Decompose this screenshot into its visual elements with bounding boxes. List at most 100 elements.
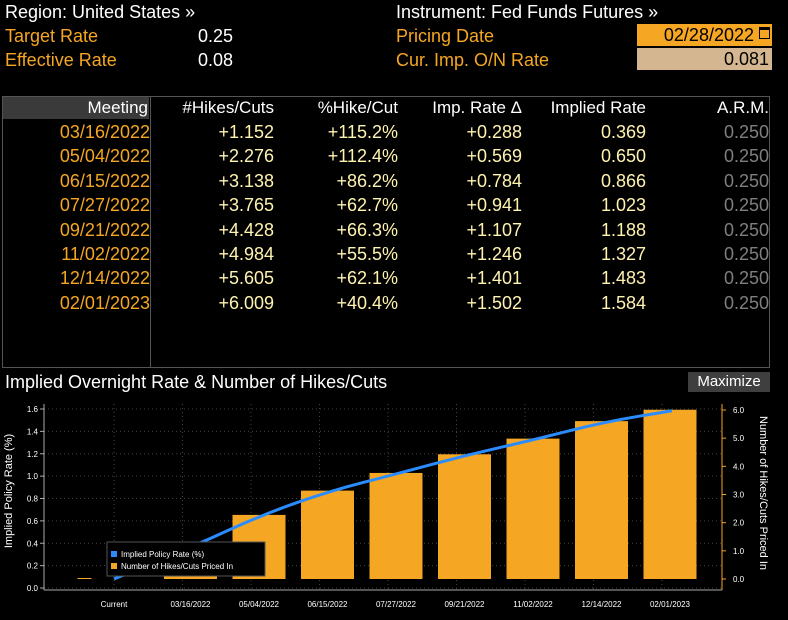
col-header-pct-hike[interactable]: %Hike/Cut (317, 98, 398, 117)
cell-implied-rate: 0.650 (600, 146, 646, 167)
cell-imp-rate-delta: +0.288 (466, 122, 522, 142)
y2-axis-label: Number of Hikes/Cuts Priced In (757, 416, 769, 570)
cell-hikes: +3.138 (218, 170, 274, 191)
x-tick-label: 11/02/2022 (513, 600, 553, 609)
chart-legend: Implied Policy Rate (%) Number of Hikes/… (106, 541, 266, 577)
cell-implied-rate: 1.584 (600, 292, 646, 313)
y-tick-label: 0.0 (27, 584, 39, 593)
pricing-date-value: 02/28/2022 (663, 25, 754, 45)
cell-meeting: 03/16/2022 (59, 122, 150, 142)
col-header-implied-rate[interactable]: Implied Rate (550, 98, 646, 117)
chart-area: 0.0 0.2 0.4 0.6 0.8 1.0 1.2 1.4 1.6 0.0 1.0 2.0 3.0… (3, 404, 769, 609)
x-tick-label: 05/04/2022 (239, 600, 280, 609)
cell-hikes: +4.428 (218, 219, 274, 240)
y2-tick-label: 3.0 (733, 491, 745, 500)
legend-line-label: Implied Policy Rate (%) (121, 550, 204, 559)
cell-hikes: +6.009 (218, 292, 274, 313)
cell-hikes: +2.276 (218, 146, 274, 167)
x-tick-label: 06/15/2022 (307, 600, 348, 609)
effective-rate-value: 0.08 (198, 50, 234, 70)
cell-imp-rate-delta: +1.107 (466, 219, 522, 240)
cell-meeting: 07/27/2022 (59, 195, 150, 216)
y-tick-label: 0.8 (27, 495, 39, 504)
cell-implied-rate: 0.369 (600, 122, 646, 142)
rates-table (2, 96, 770, 368)
legend-bar-swatch (111, 563, 117, 569)
cell-arm: 0.250 (723, 122, 769, 142)
cell-hikes: +4.984 (218, 244, 274, 264)
bar-mark[interactable] (575, 421, 628, 579)
table-divider (150, 96, 151, 368)
cell-implied-rate: 1.023 (600, 195, 646, 216)
cell-arm: 0.250 (723, 292, 769, 313)
chart-title: Implied Overnight Rate & Number of Hikes… (5, 372, 388, 392)
cell-arm: 0.250 (723, 170, 769, 191)
cell-pct-hike: +86.2% (336, 170, 398, 191)
pricing-date-label: Pricing Date (396, 26, 495, 46)
cell-meeting: 09/21/2022 (59, 219, 150, 240)
x-tick-label: 07/27/2022 (376, 600, 417, 609)
col-header-arm[interactable]: A.R.M. (717, 98, 769, 117)
bar-mark[interactable] (643, 409, 697, 579)
y-tick-label: 1.6 (27, 405, 39, 414)
cell-pct-hike: +112.4% (327, 146, 398, 167)
y-tick-label: 0.6 (27, 517, 39, 526)
calendar-icon[interactable] (759, 27, 770, 39)
y-tick-label: 1.4 (27, 427, 39, 436)
cell-meeting: 02/01/2023 (59, 292, 150, 313)
pricing-date-input[interactable]: 02/28/2022 (637, 24, 772, 46)
col-header-hikes[interactable]: #Hikes/Cuts (182, 98, 274, 117)
cell-imp-rate-delta: +0.569 (466, 146, 522, 167)
target-rate-label: Target Rate (5, 26, 99, 46)
cell-hikes: +1.152 (218, 122, 274, 142)
col-header-imp-rate-delta[interactable]: Imp. Rate Δ (432, 98, 522, 117)
y2-tick-label: 4.0 (733, 462, 745, 471)
cell-arm: 0.250 (723, 219, 769, 240)
on-rate-label: Cur. Imp. O/N Rate (396, 50, 550, 70)
y2-tick-label: 6.0 (733, 406, 745, 415)
bar-mark[interactable] (369, 472, 423, 579)
legend-line-swatch (111, 551, 117, 557)
y2-tick-label: 0.0 (733, 575, 745, 584)
y-tick-label: 0.2 (27, 562, 39, 571)
cell-pct-hike: +40.4% (336, 292, 398, 313)
y-axis-label: Implied Policy Rate (%) (3, 434, 15, 548)
cell-hikes: +5.605 (218, 268, 274, 289)
cell-implied-rate: 1.483 (600, 268, 646, 289)
x-tick-label: 09/21/2022 (444, 600, 485, 609)
cell-meeting: 12/14/2022 (59, 268, 150, 289)
y2-tick-label: 1.0 (733, 547, 745, 556)
cell-imp-rate-delta: +1.246 (466, 244, 522, 264)
y-tick-label: 1.0 (27, 472, 39, 481)
cell-implied-rate: 1.327 (600, 244, 646, 264)
cell-pct-hike: +66.3% (336, 219, 398, 240)
cell-pct-hike: +62.7% (336, 195, 398, 216)
cell-meeting: 11/02/2022 (61, 244, 150, 264)
cell-imp-rate-delta: +1.401 (466, 268, 522, 289)
region-selector[interactable]: Region: United States » (5, 2, 196, 22)
y-tick-label: 1.2 (27, 450, 39, 459)
cell-meeting: 06/15/2022 (59, 170, 150, 191)
cell-hikes: +3.765 (218, 195, 274, 216)
cell-arm: 0.250 (723, 244, 769, 264)
cell-arm: 0.250 (723, 195, 769, 216)
bar-mark[interactable] (301, 490, 354, 579)
col-header-meeting[interactable]: Meeting (3, 97, 149, 119)
cell-imp-rate-delta: +0.941 (466, 195, 522, 216)
on-rate-value: 0.081 (723, 49, 769, 69)
effective-rate-label: Effective Rate (5, 50, 117, 70)
maximize-button[interactable]: Maximize (688, 372, 770, 392)
instrument-selector[interactable]: Instrument: Fed Funds Futures » (396, 2, 659, 22)
cell-arm: 0.250 (723, 268, 769, 289)
y2-tick-label: 2.0 (733, 519, 745, 528)
x-tick-label: 02/01/2023 (650, 600, 691, 609)
target-rate-value: 0.25 (198, 26, 234, 46)
x-tick-label: 03/16/2022 (170, 600, 211, 609)
bar-mark[interactable] (77, 578, 92, 579)
y2-tick-label: 5.0 (733, 434, 745, 443)
bar-mark[interactable] (506, 438, 560, 579)
bar-mark[interactable] (438, 454, 491, 579)
cell-implied-rate: 0.866 (600, 170, 646, 191)
cell-pct-hike: +62.1% (336, 268, 398, 289)
cell-imp-rate-delta: +1.502 (466, 292, 522, 313)
